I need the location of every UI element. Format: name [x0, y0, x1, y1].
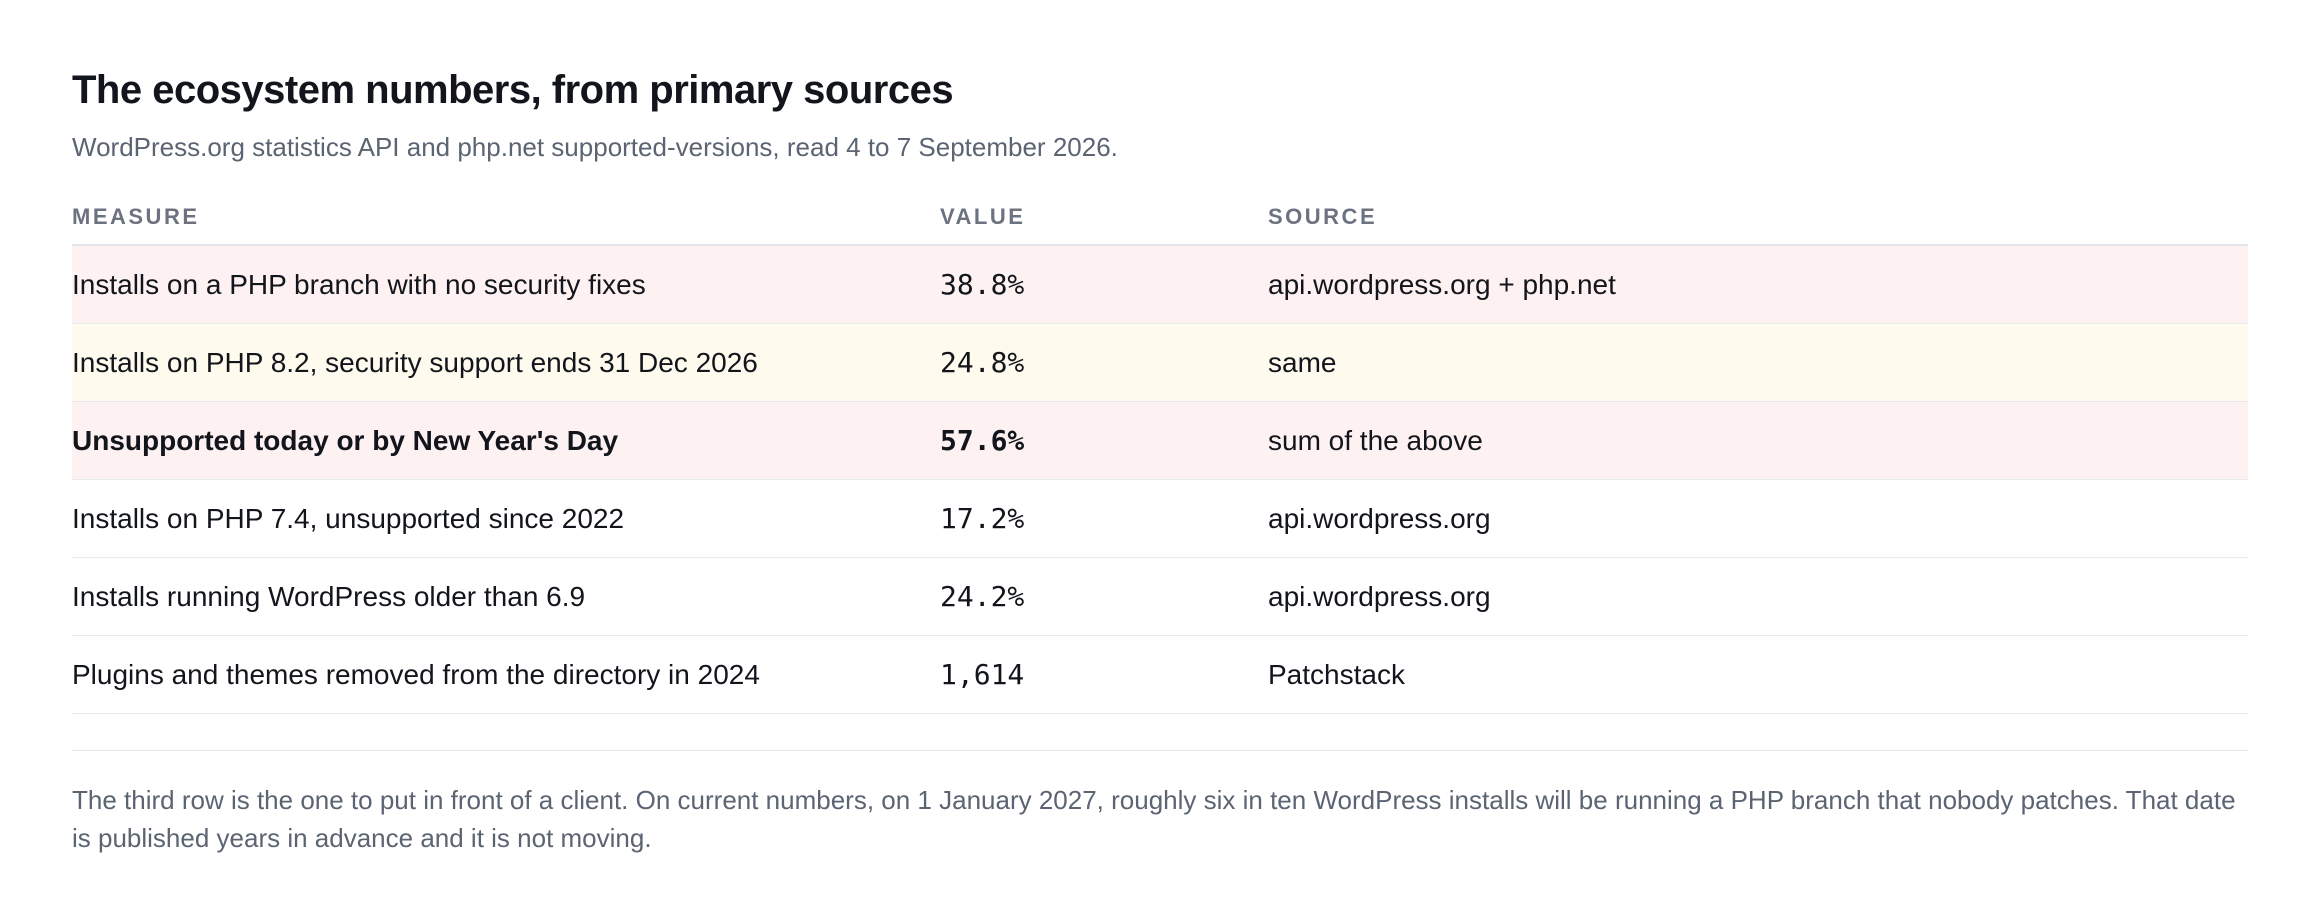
cell-value: 24.8%	[940, 323, 1268, 402]
cell-value: 38.8%	[940, 245, 1268, 324]
cell-measure: Installs on PHP 7.4, unsupported since 2…	[72, 479, 940, 558]
column-header-measure: MEASURE	[72, 204, 940, 246]
table-row: Installs on PHP 8.2, security support en…	[72, 323, 2248, 402]
table-header-row: MEASURE VALUE SOURCE	[72, 204, 2248, 246]
table-row: Plugins and themes removed from the dire…	[72, 635, 2248, 714]
cell-source: sum of the above	[1268, 401, 2248, 480]
table-row: Installs on a PHP branch with no securit…	[72, 245, 2248, 324]
column-header-source: SOURCE	[1268, 204, 2248, 246]
cell-measure: Plugins and themes removed from the dire…	[72, 635, 940, 714]
cell-source: same	[1268, 323, 2248, 402]
ecosystem-table: MEASURE VALUE SOURCE Installs on a PHP b…	[72, 204, 2248, 714]
cell-source: Patchstack	[1268, 635, 2248, 714]
column-header-value: VALUE	[940, 204, 1268, 246]
footnote: The third row is the one to put in front…	[72, 785, 2236, 853]
cell-value: 17.2%	[940, 479, 1268, 558]
cell-measure: Unsupported today or by New Year's Day	[72, 401, 940, 480]
cell-measure: Installs on a PHP branch with no securit…	[72, 245, 940, 324]
cell-value: 57.6%	[940, 401, 1268, 480]
page-subtitle: WordPress.org statistics API and php.net…	[72, 132, 1118, 162]
table-row-total: Unsupported today or by New Year's Day 5…	[72, 401, 2248, 480]
table-row: Installs on PHP 7.4, unsupported since 2…	[72, 479, 2248, 558]
cell-measure: Installs on PHP 8.2, security support en…	[72, 323, 940, 402]
divider	[72, 750, 2248, 751]
cell-value: 1,614	[940, 635, 1268, 714]
cell-source: api.wordpress.org + php.net	[1268, 245, 2248, 324]
page-title: The ecosystem numbers, from primary sour…	[72, 68, 954, 112]
cell-source: api.wordpress.org	[1268, 557, 2248, 636]
article: The ecosystem numbers, from primary sour…	[72, 68, 2248, 853]
cell-measure: Installs running WordPress older than 6.…	[72, 557, 940, 636]
cell-source: api.wordpress.org	[1268, 479, 2248, 558]
table-row: Installs running WordPress older than 6.…	[72, 557, 2248, 636]
cell-value: 24.2%	[940, 557, 1268, 636]
